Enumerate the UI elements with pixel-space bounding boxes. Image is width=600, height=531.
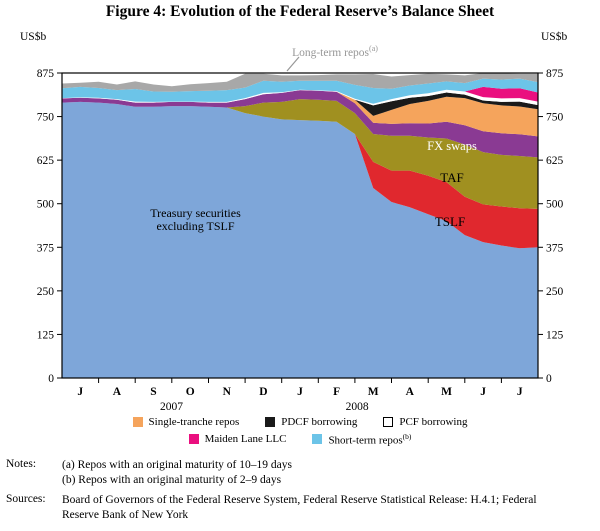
legend-item: Short-term repos(b) [312,432,411,447]
svg-text:M: M [441,386,452,398]
legend-label: PDCF borrowing [281,416,358,428]
area-fx-swaps [62,90,538,158]
area-short-term-repos [62,78,538,104]
svg-text:J: J [480,386,486,398]
svg-text:S: S [150,386,156,398]
svg-text:500: 500 [37,199,55,211]
legend-swatch [132,417,143,427]
svg-text:A: A [113,386,122,398]
area-long-term-repos [62,73,538,92]
svg-text:0: 0 [546,373,552,385]
legend-row-1: Single-tranche repos PDCF borrowing PCF bo… [0,416,600,428]
svg-text:625: 625 [37,155,55,167]
svg-text:0: 0 [48,373,54,385]
notes-content: (a) Repos with an original maturity of 1… [62,458,292,488]
svg-text:875: 875 [37,68,55,80]
svg-text:750: 750 [37,112,55,124]
legend-label: Short-term repos(b) [328,432,412,447]
sources-content: Board of Governors of the Federal Reserv… [62,494,537,521]
legend-label: PCF borrowing [399,416,468,428]
svg-text:750: 750 [546,112,564,124]
svg-text:J: J [517,386,523,398]
note-a: (a) Repos with an original maturity of 1… [62,459,292,471]
svg-text:125: 125 [37,329,55,341]
legend-swatch [383,417,394,427]
svg-text:250: 250 [546,286,564,298]
legend-item: PCF borrowing [383,416,467,428]
legend-swatch [265,417,276,427]
legend-item: Single-tranche repos [132,416,240,428]
notes-label: Notes: [6,458,37,470]
svg-text:J: J [297,386,303,398]
svg-text:F: F [333,386,340,398]
area-treasury [62,101,538,379]
legend-label: Single-tranche repos [148,416,240,428]
legend-swatch [188,434,199,445]
svg-text:N: N [223,386,232,398]
svg-text:375: 375 [546,242,564,254]
y-axis-unit-right: US$b [541,31,568,43]
svg-text:500: 500 [546,199,564,211]
area-single-tranche-repos [62,90,538,137]
area-taf [62,99,538,209]
svg-text:M: M [368,386,379,398]
figure-title: Figure 4: Evolution of the Federal Reser… [105,3,495,20]
y-axis-unit-left: US$b [20,31,47,43]
svg-text:A: A [406,386,415,398]
svg-text:2007: 2007 [160,401,183,413]
chart-legend: Single-tranche repos PDCF borrowing PCF bo… [0,416,600,451]
svg-text:D: D [259,386,267,398]
legend-item: PDCF borrowing [265,416,357,428]
svg-text:125: 125 [546,329,564,341]
svg-text:O: O [186,386,195,398]
svg-text:875: 875 [546,68,564,80]
svg-text:2008: 2008 [346,401,369,413]
legend-item: Maiden Lane LLC [188,432,287,447]
legend-swatch [312,434,323,445]
svg-text:250: 250 [37,286,55,298]
sources-label: Sources: [6,493,46,505]
legend-row-2: Maiden Lane LLC Short-term repos(b) [0,432,600,447]
area-maiden-lane-llc [62,86,538,104]
note-b: (b) Repos with an original maturity of 2… [62,474,282,486]
area-tslf [62,101,538,249]
svg-text:J: J [77,386,83,398]
svg-text:375: 375 [37,242,55,254]
legend-label: Maiden Lane LLC [204,433,287,446]
svg-text:625: 625 [546,155,564,167]
